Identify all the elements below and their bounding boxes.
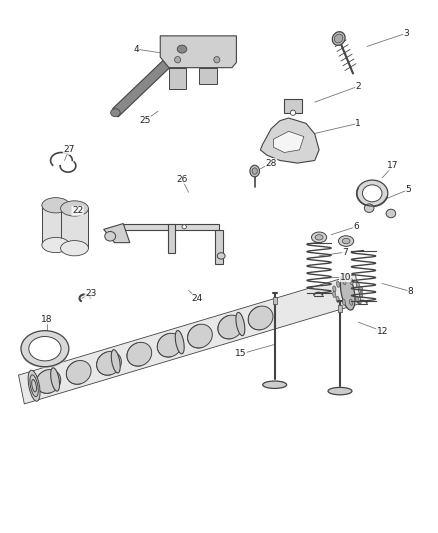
Ellipse shape [339, 236, 354, 246]
Ellipse shape [290, 110, 296, 115]
Polygon shape [260, 118, 319, 163]
Ellipse shape [356, 296, 359, 303]
Text: 26: 26 [177, 174, 188, 183]
Polygon shape [113, 45, 185, 117]
Text: 28: 28 [265, 159, 277, 167]
Text: 7: 7 [343, 248, 348, 257]
Polygon shape [18, 274, 361, 404]
Bar [60, 208, 88, 248]
Ellipse shape [175, 330, 184, 354]
Ellipse shape [111, 109, 120, 117]
Ellipse shape [252, 168, 257, 174]
Text: 3: 3 [403, 29, 409, 38]
Ellipse shape [175, 56, 181, 63]
Ellipse shape [105, 231, 116, 241]
Ellipse shape [360, 292, 363, 298]
Bar [272, 297, 277, 304]
Ellipse shape [157, 333, 182, 357]
Bar [42, 205, 70, 245]
Ellipse shape [177, 45, 187, 53]
Ellipse shape [328, 387, 352, 395]
Bar [338, 305, 342, 312]
Ellipse shape [362, 185, 382, 202]
Ellipse shape [311, 232, 327, 243]
Text: 25: 25 [139, 116, 151, 125]
Ellipse shape [30, 375, 38, 397]
Polygon shape [215, 230, 223, 264]
Polygon shape [160, 36, 237, 68]
Text: 5: 5 [406, 185, 411, 194]
Ellipse shape [42, 198, 70, 213]
Polygon shape [168, 223, 175, 253]
Ellipse shape [333, 286, 336, 292]
Text: 6: 6 [353, 222, 359, 231]
Ellipse shape [332, 31, 345, 45]
Ellipse shape [32, 379, 36, 392]
Ellipse shape [343, 279, 346, 285]
Ellipse shape [336, 296, 339, 302]
Ellipse shape [127, 342, 152, 366]
Bar [284, 100, 302, 113]
Ellipse shape [236, 312, 245, 336]
Text: 10: 10 [339, 272, 351, 281]
Polygon shape [273, 131, 304, 152]
Ellipse shape [386, 209, 396, 217]
Ellipse shape [360, 286, 363, 293]
Polygon shape [169, 68, 186, 89]
Ellipse shape [217, 253, 225, 259]
Ellipse shape [336, 281, 340, 287]
Ellipse shape [357, 180, 388, 207]
Ellipse shape [340, 274, 355, 310]
Ellipse shape [111, 350, 120, 373]
Ellipse shape [29, 336, 61, 361]
Text: 23: 23 [85, 288, 96, 297]
Ellipse shape [66, 360, 91, 384]
Ellipse shape [60, 240, 88, 256]
Text: 12: 12 [377, 327, 388, 336]
Ellipse shape [263, 381, 287, 389]
Ellipse shape [335, 34, 343, 43]
Polygon shape [104, 223, 130, 243]
Text: 27: 27 [63, 146, 74, 155]
Text: 1: 1 [355, 119, 361, 128]
Ellipse shape [350, 279, 353, 285]
Ellipse shape [28, 370, 40, 401]
Ellipse shape [21, 330, 69, 367]
Ellipse shape [350, 299, 353, 305]
Text: 15: 15 [235, 350, 247, 359]
Ellipse shape [356, 281, 359, 288]
Text: 8: 8 [408, 287, 413, 296]
Ellipse shape [187, 324, 212, 348]
Ellipse shape [60, 201, 88, 216]
Text: 4: 4 [134, 45, 139, 54]
Ellipse shape [97, 351, 121, 375]
Polygon shape [123, 223, 219, 230]
Ellipse shape [315, 235, 323, 240]
Text: 24: 24 [191, 294, 203, 303]
Polygon shape [199, 68, 217, 84]
Text: 2: 2 [356, 82, 361, 91]
Ellipse shape [182, 224, 186, 229]
Ellipse shape [218, 315, 243, 339]
Ellipse shape [332, 292, 336, 297]
Text: 17: 17 [387, 161, 399, 170]
Ellipse shape [342, 299, 346, 305]
Text: 18: 18 [41, 315, 53, 324]
Ellipse shape [248, 306, 273, 330]
Text: 22: 22 [72, 206, 83, 215]
Ellipse shape [342, 238, 350, 244]
Ellipse shape [42, 237, 70, 253]
Ellipse shape [364, 204, 374, 213]
Ellipse shape [36, 369, 61, 393]
Ellipse shape [250, 165, 259, 177]
Ellipse shape [214, 56, 220, 63]
Ellipse shape [51, 368, 60, 391]
